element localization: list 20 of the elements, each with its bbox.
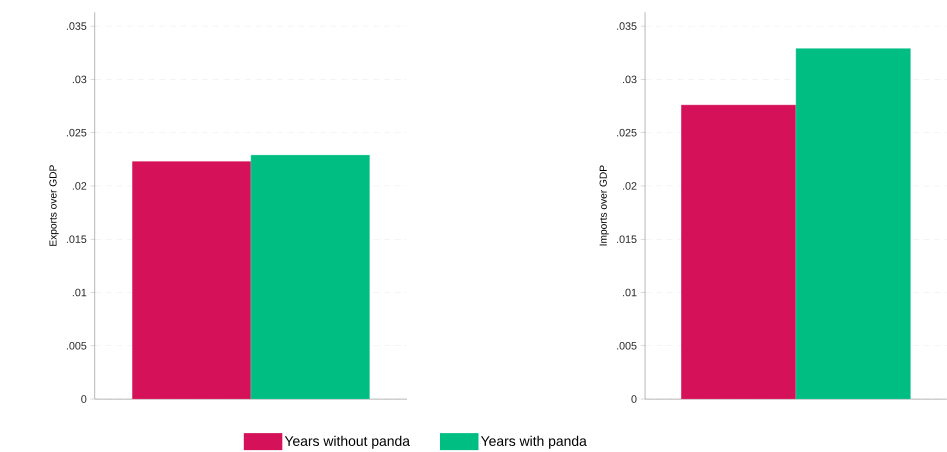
legend-label: Years without panda [284,436,410,449]
legend-label: Years with panda [480,436,587,449]
y-tick-label: .01 [623,288,636,296]
y-axis-title: Imports over GDP [600,165,609,246]
y-tick-label: .03 [72,75,86,84]
y-tick-label: .005 [66,342,86,350]
y-tick-label: .005 [617,342,637,350]
y-tick-label: .035 [617,22,637,30]
y-axis-title: Exports over GDP [49,165,59,246]
y-tick-label: .025 [66,128,86,136]
y-tick-label: .01 [72,288,86,296]
y-tick-label: 0 [631,395,637,403]
y-tick-label: .02 [623,182,636,190]
y-tick-label: .02 [72,182,86,190]
y-tick-label: .015 [617,235,637,243]
y-tick-label: .03 [623,75,636,84]
y-tick-label: .025 [617,128,637,136]
y-tick-label: .015 [66,235,86,243]
y-tick-label: 0 [81,395,86,403]
y-tick-label: .035 [66,22,86,30]
